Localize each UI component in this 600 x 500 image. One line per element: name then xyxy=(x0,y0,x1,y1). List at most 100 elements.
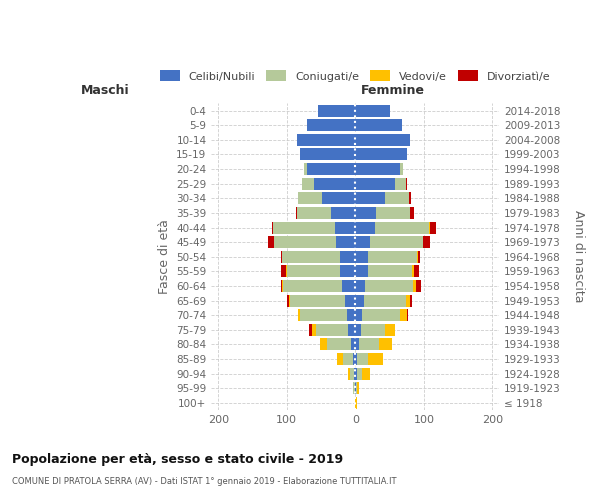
Text: Maschi: Maschi xyxy=(80,84,129,97)
Bar xyxy=(356,368,362,380)
Bar xyxy=(355,309,362,321)
Bar xyxy=(297,134,355,146)
Bar xyxy=(423,236,430,248)
Bar xyxy=(359,338,379,350)
Bar xyxy=(410,294,412,306)
Bar xyxy=(297,207,331,219)
Bar xyxy=(358,382,359,394)
Bar xyxy=(413,266,419,278)
Bar xyxy=(283,280,341,292)
Bar xyxy=(281,251,282,262)
Bar xyxy=(362,368,370,380)
Bar xyxy=(412,266,413,278)
Bar xyxy=(355,251,368,262)
Bar xyxy=(409,192,411,204)
Bar xyxy=(274,236,336,248)
Bar xyxy=(355,222,374,234)
Bar xyxy=(312,324,316,336)
Bar xyxy=(282,280,283,292)
Bar xyxy=(406,178,407,190)
Bar xyxy=(374,222,430,234)
Bar xyxy=(355,280,365,292)
Bar xyxy=(355,148,407,160)
Bar xyxy=(365,280,413,292)
Bar xyxy=(416,280,421,292)
Bar xyxy=(355,163,400,175)
Text: Femmine: Femmine xyxy=(361,84,425,97)
Bar xyxy=(368,353,383,365)
Bar xyxy=(407,309,408,321)
Bar xyxy=(304,163,307,175)
Bar xyxy=(316,324,349,336)
Bar xyxy=(335,222,355,234)
Text: Popolazione per età, sesso e stato civile - 2019: Popolazione per età, sesso e stato civil… xyxy=(12,452,343,466)
Legend: Celibi/Nubili, Coniugati/e, Vedovi/e, Divorziatì/e: Celibi/Nubili, Coniugati/e, Vedovi/e, Di… xyxy=(155,66,555,86)
Bar xyxy=(361,324,385,336)
Bar xyxy=(376,207,410,219)
Bar xyxy=(268,236,274,248)
Bar xyxy=(368,251,417,262)
Bar xyxy=(355,192,385,204)
Bar xyxy=(355,353,358,365)
Bar xyxy=(355,324,361,336)
Bar xyxy=(317,104,355,117)
Bar xyxy=(298,309,301,321)
Bar xyxy=(400,163,403,175)
Bar xyxy=(349,324,355,336)
Bar xyxy=(301,148,355,160)
Bar xyxy=(331,207,355,219)
Bar xyxy=(340,251,355,262)
Bar xyxy=(355,134,410,146)
Bar xyxy=(301,309,347,321)
Bar xyxy=(286,266,287,278)
Bar xyxy=(340,266,355,278)
Bar xyxy=(307,120,355,131)
Bar xyxy=(355,397,356,409)
Bar xyxy=(355,120,402,131)
Bar xyxy=(368,266,412,278)
Bar xyxy=(337,353,343,365)
Bar xyxy=(272,222,273,234)
Bar xyxy=(281,266,286,278)
Bar xyxy=(349,368,350,380)
Bar xyxy=(314,178,355,190)
Bar xyxy=(379,338,392,350)
Y-axis label: Anni di nascita: Anni di nascita xyxy=(572,210,585,303)
Bar xyxy=(320,338,326,350)
Bar xyxy=(355,338,359,350)
Bar xyxy=(395,178,406,190)
Bar xyxy=(355,178,395,190)
Bar xyxy=(307,163,355,175)
Bar xyxy=(345,294,355,306)
Bar xyxy=(287,294,289,306)
Bar xyxy=(356,382,358,394)
Text: COMUNE DI PRATOLA SERRA (AV) - Dati ISTAT 1° gennaio 2019 - Elaborazione TUTTITA: COMUNE DI PRATOLA SERRA (AV) - Dati ISTA… xyxy=(12,478,397,486)
Bar xyxy=(385,324,395,336)
Bar xyxy=(336,236,355,248)
Bar xyxy=(281,280,282,292)
Bar xyxy=(385,192,409,204)
Bar xyxy=(410,207,413,219)
Bar xyxy=(355,207,376,219)
Bar xyxy=(309,324,312,336)
Bar xyxy=(296,207,297,219)
Y-axis label: Fasce di età: Fasce di età xyxy=(158,220,170,294)
Bar xyxy=(273,222,335,234)
Bar xyxy=(282,251,340,262)
Bar xyxy=(370,236,422,248)
Bar xyxy=(400,309,407,321)
Bar xyxy=(355,104,389,117)
Bar xyxy=(347,309,355,321)
Bar xyxy=(343,353,353,365)
Bar xyxy=(326,338,350,350)
Bar xyxy=(355,266,368,278)
Bar xyxy=(364,294,406,306)
Bar xyxy=(355,294,364,306)
Bar xyxy=(341,280,355,292)
Bar xyxy=(355,382,356,394)
Bar xyxy=(430,222,436,234)
Bar xyxy=(287,266,340,278)
Bar xyxy=(300,148,301,160)
Bar xyxy=(355,368,356,380)
Bar xyxy=(422,236,423,248)
